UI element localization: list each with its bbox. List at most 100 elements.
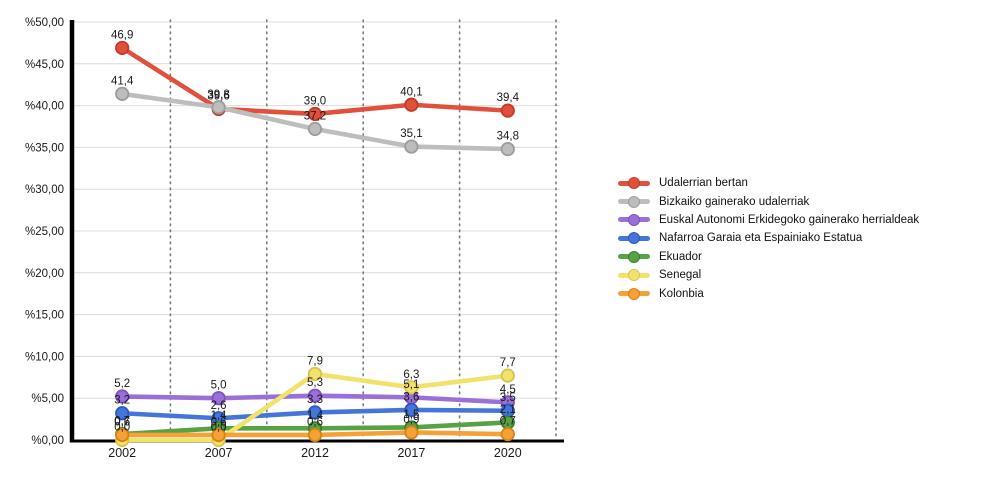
data-point-2-0 xyxy=(115,389,130,404)
value-label-2-3: 5,1 xyxy=(403,379,419,391)
line-chart: 46,9 39,6 39,0 40,1 39,4 41,4 39,8 37,2 35,1 34,8… xyxy=(25,17,564,460)
x-axis-tick-label: 2020 xyxy=(494,446,522,460)
legend-label: Euskal Autonomi Erkidegoko gainerako her… xyxy=(659,213,920,226)
legend-swatch-dot xyxy=(628,287,640,300)
value-label-5-1: 0,0 xyxy=(211,422,227,434)
legend-label: Kolonbia xyxy=(659,287,704,300)
value-label-0-4: 39,4 xyxy=(497,92,520,104)
data-point-6-1 xyxy=(211,427,226,443)
legend-label: Senegal xyxy=(659,269,702,282)
y-axis-tick-label: %10,00 xyxy=(25,351,64,363)
y-axis-tick-label: %35,00 xyxy=(25,142,64,154)
x-axis-tick-label: 2017 xyxy=(397,446,425,460)
value-label-4-2: 1,4 xyxy=(307,410,324,422)
value-label-3-1: 2,6 xyxy=(211,400,227,412)
y-axis-tick-label: %5,00 xyxy=(31,393,64,405)
value-label-0-1: 39,6 xyxy=(207,90,229,102)
data-point-0-3 xyxy=(404,97,419,112)
y-axis-tick-label: %50,00 xyxy=(25,17,64,29)
value-label-6-1: 0,6 xyxy=(211,416,227,428)
value-label-4-3: 1,5 xyxy=(403,409,419,421)
legend-swatch-dot xyxy=(628,232,640,245)
value-label-4-4: 2,1 xyxy=(500,404,516,416)
data-point-6-2 xyxy=(307,427,323,443)
legend-line-marker-icon xyxy=(618,269,650,282)
data-point-1-4 xyxy=(500,141,515,157)
legend-swatch-dot xyxy=(628,269,640,282)
value-label-4-1: 1,4 xyxy=(211,410,228,422)
legend-swatch-dot xyxy=(628,213,640,226)
value-label-5-4: 7,7 xyxy=(500,357,516,369)
value-label-5-0: 0,0 xyxy=(114,422,130,434)
y-axis-tick-label: %30,00 xyxy=(25,184,64,196)
data-point-1-2 xyxy=(307,121,323,137)
legend-line-marker-icon xyxy=(618,195,650,208)
data-point-6-4 xyxy=(500,427,515,442)
data-point-1-1 xyxy=(211,100,226,115)
value-label-1-3: 35,1 xyxy=(400,128,422,140)
y-axis-tick-label: %15,00 xyxy=(25,310,64,322)
legend-label: Udalerrian bertan xyxy=(659,177,748,190)
value-label-2-1: 5,0 xyxy=(211,380,227,392)
legend-line-marker-icon xyxy=(618,232,650,245)
data-point-2-2 xyxy=(307,388,323,403)
legend-item-3: Nafarroa Garaia eta Espainiako Estatua xyxy=(618,229,919,247)
value-label-6-0: 0,6 xyxy=(114,416,130,428)
data-point-2-1 xyxy=(211,391,226,406)
legend-swatch-dot xyxy=(628,250,640,263)
value-label-2-0: 5,2 xyxy=(114,378,130,390)
value-label-1-4: 34,8 xyxy=(497,131,519,143)
data-point-1-3 xyxy=(404,139,419,154)
legend-item-2: Euskal Autonomi Erkidegoko gainerako her… xyxy=(618,211,919,229)
data-point-3-0 xyxy=(115,406,130,421)
value-label-3-2: 3,3 xyxy=(307,394,323,406)
chart-svg: 46,9 39,6 39,0 40,1 39,4 41,4 39,8 37,2 35,1 34,8… xyxy=(25,17,564,460)
legend-line-marker-icon xyxy=(618,213,650,226)
value-label-5-2: 7,9 xyxy=(307,355,323,367)
value-label-2-4: 4,5 xyxy=(500,384,516,396)
legend-label: Ekuador xyxy=(659,250,702,263)
legend-item-5: Senegal xyxy=(618,266,919,284)
x-axis-tick-label: 2007 xyxy=(205,446,233,460)
x-axis-tick-label: 2012 xyxy=(301,446,329,460)
data-point-5-3 xyxy=(404,380,419,395)
value-label-6-2: 0,6 xyxy=(307,416,323,428)
x-axis-tick-label: 2002 xyxy=(108,446,136,460)
legend-item-6: Kolonbia xyxy=(618,284,919,302)
legend-line-marker-icon xyxy=(618,177,650,190)
value-label-3-4: 3,5 xyxy=(500,392,516,404)
y-axis-tick-label: %45,00 xyxy=(25,59,64,71)
value-label-0-0: 46,9 xyxy=(111,29,133,41)
value-label-6-4: 0,7 xyxy=(500,416,516,428)
y-axis-tick-label: %40,00 xyxy=(25,101,64,113)
value-label-5-3: 6,3 xyxy=(403,369,419,381)
legend-swatch-dot xyxy=(628,195,640,208)
data-point-6-0 xyxy=(115,427,130,443)
legend-line-marker-icon xyxy=(618,287,650,300)
value-label-1-2: 37,2 xyxy=(304,111,326,123)
chart-legend: Udalerrian bertan Bizkaiko gainerako udal… xyxy=(618,174,919,303)
data-point-3-3 xyxy=(404,402,419,418)
data-point-6-3 xyxy=(404,425,419,440)
legend-item-4: Ekuador xyxy=(618,248,919,266)
data-point-3-2 xyxy=(307,405,323,420)
y-axis-tick-label: %25,00 xyxy=(25,226,64,238)
data-point-0-4 xyxy=(500,103,515,118)
value-label-2-2: 5,3 xyxy=(307,377,323,389)
legend-line-marker-icon xyxy=(618,250,650,263)
data-point-1-0 xyxy=(115,86,130,101)
legend-item-1: Bizkaiko gainerako udalerriak xyxy=(618,192,919,210)
value-label-3-0: 3,2 xyxy=(114,395,130,407)
legend-item-0: Udalerrian bertan xyxy=(618,174,919,192)
data-point-0-2 xyxy=(307,106,323,122)
value-label-4-0: 0,7 xyxy=(114,416,130,428)
value-label-1-0: 41,4 xyxy=(111,75,134,87)
value-label-1-1: 39,8 xyxy=(207,89,229,101)
value-label-3-3: 3,6 xyxy=(403,391,419,403)
y-axis-tick-label: %20,00 xyxy=(25,268,64,280)
value-label-6-3: 0,9 xyxy=(403,414,419,426)
y-axis-tick-label: %0,00 xyxy=(31,435,64,447)
data-point-0-0 xyxy=(115,40,130,56)
legend-swatch-dot xyxy=(628,177,640,190)
